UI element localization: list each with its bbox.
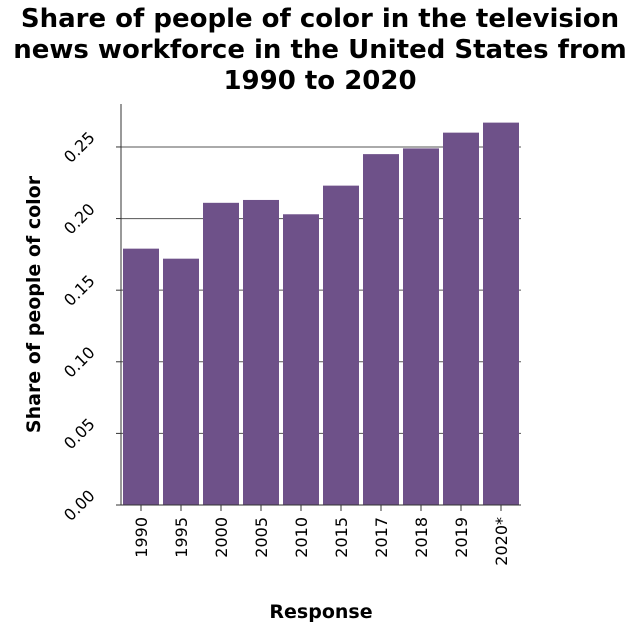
x-tick-label: 2017 — [372, 517, 391, 558]
bar-2020* — [483, 122, 519, 505]
chart-title-line-3: 1990 to 2020 — [223, 66, 417, 96]
bar-1995 — [163, 258, 199, 505]
y-tick-label: 0.00 — [60, 486, 99, 525]
y-tick-label: 0.25 — [60, 128, 99, 167]
y-tick-label: 0.05 — [60, 414, 99, 453]
chart-title: Share of people of color in the televisi… — [0, 4, 640, 97]
x-tick-label: 2018 — [412, 517, 431, 558]
bar-2005 — [243, 199, 279, 506]
bar-1990 — [123, 248, 159, 505]
bar-2019 — [443, 132, 479, 505]
bar-2017 — [363, 154, 399, 505]
x-tick-label: 2005 — [252, 517, 271, 558]
bars — [123, 122, 519, 506]
x-tick-labels: 1990 1995 2000 2005 2010 2015 2017 2018 2019 2020… — [132, 517, 511, 566]
bar-2010 — [283, 214, 319, 505]
x-tick-label: 1990 — [132, 517, 151, 558]
axes — [116, 104, 521, 511]
y-tick-label: 0.20 — [60, 200, 99, 239]
bar-2000 — [203, 202, 239, 505]
x-tick-label: 2000 — [212, 517, 231, 558]
x-tick-label: 1995 — [172, 517, 191, 558]
x-axis-title: Response — [269, 601, 372, 623]
chart-title-line-1: Share of people of color in the televisi… — [20, 4, 620, 34]
bar-2015 — [323, 185, 359, 505]
chart-title-line-2: news workforce in the United States from — [13, 35, 627, 65]
x-tick-label: 2019 — [452, 517, 471, 558]
y-tick-labels: 0.00 0.05 0.10 0.15 0.20 0.25 — [60, 128, 99, 525]
y-tick-label: 0.15 — [60, 271, 99, 310]
y-tick-label: 0.10 — [60, 343, 99, 382]
x-tick-label: 2020* — [492, 517, 511, 566]
x-tick-label: 2010 — [292, 517, 311, 558]
bar-2018 — [403, 148, 439, 505]
x-tick-label: 2015 — [332, 517, 351, 558]
y-axis-title: Share of people of color — [23, 175, 45, 433]
